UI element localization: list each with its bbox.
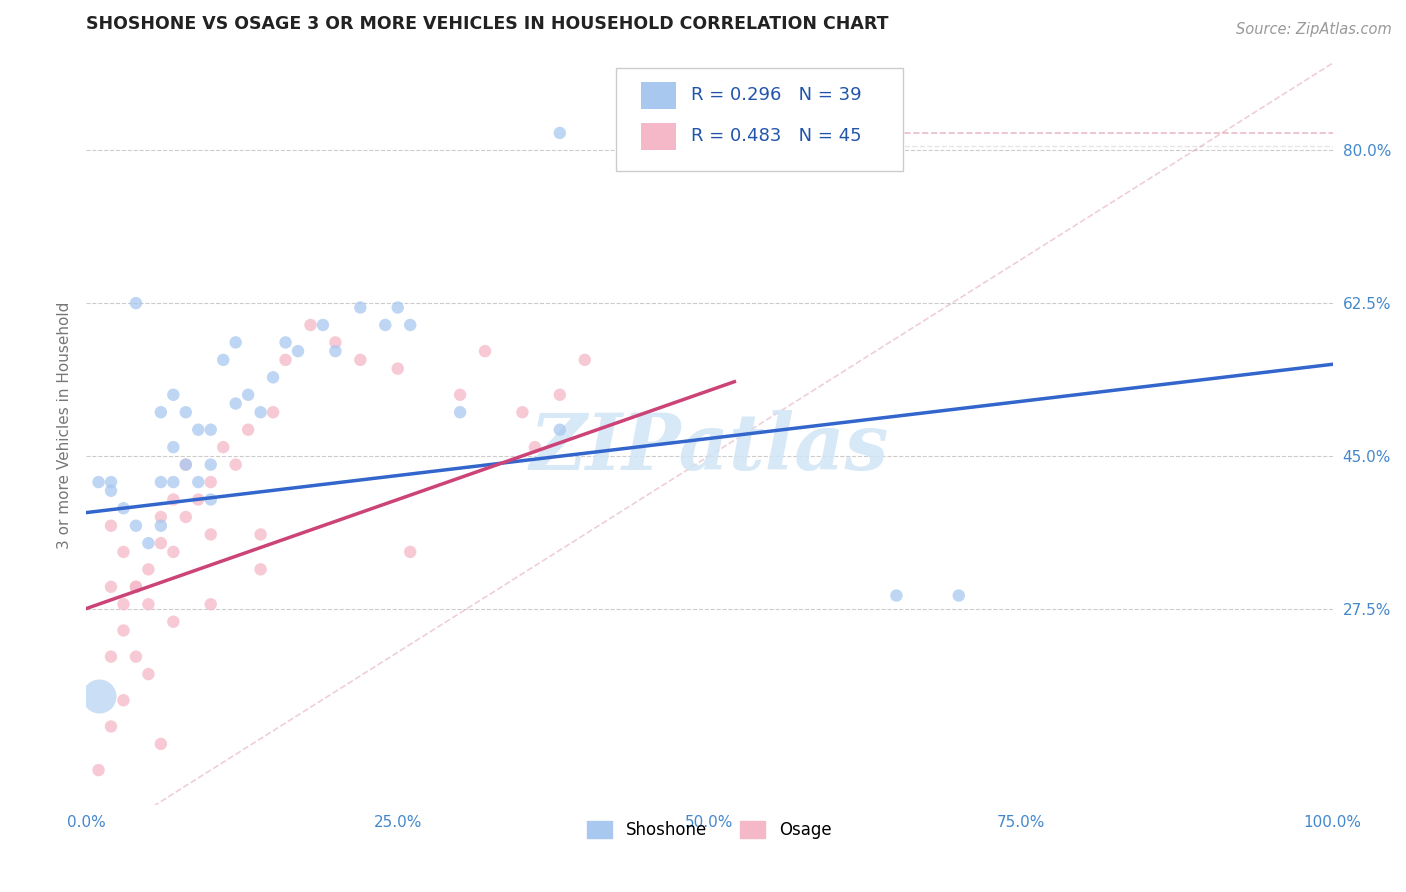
Point: [162, 492, 184, 507]
Point: [112, 693, 135, 707]
Point: [149, 405, 172, 419]
Point: [249, 527, 271, 541]
Text: R = 0.296   N = 39: R = 0.296 N = 39: [690, 87, 862, 104]
Point: [449, 405, 471, 419]
Point: [548, 388, 571, 402]
Point: [112, 545, 135, 559]
Point: [236, 423, 259, 437]
Point: [174, 405, 197, 419]
Point: [325, 335, 347, 350]
Point: [474, 344, 496, 359]
Point: [138, 597, 160, 611]
Point: [100, 719, 122, 733]
Text: R = 0.483   N = 45: R = 0.483 N = 45: [690, 128, 862, 145]
Point: [125, 580, 148, 594]
Point: [87, 689, 110, 703]
Point: [349, 352, 371, 367]
Point: [112, 624, 135, 638]
Point: [162, 388, 184, 402]
Point: [399, 318, 422, 332]
Point: [100, 483, 122, 498]
Point: [162, 615, 184, 629]
Point: [162, 475, 184, 489]
Point: [387, 361, 409, 376]
Point: [274, 352, 297, 367]
Point: [149, 518, 172, 533]
Point: [125, 649, 148, 664]
Point: [548, 126, 571, 140]
Point: [249, 405, 271, 419]
Point: [236, 388, 259, 402]
Point: [187, 492, 209, 507]
FancyBboxPatch shape: [641, 122, 676, 150]
Point: [100, 518, 122, 533]
Point: [174, 458, 197, 472]
Point: [225, 335, 247, 350]
Point: [299, 318, 322, 332]
Point: [187, 423, 209, 437]
Text: ZIPatlas: ZIPatlas: [530, 409, 889, 486]
Text: SHOSHONE VS OSAGE 3 OR MORE VEHICLES IN HOUSEHOLD CORRELATION CHART: SHOSHONE VS OSAGE 3 OR MORE VEHICLES IN …: [86, 15, 889, 33]
Point: [125, 518, 148, 533]
Point: [449, 388, 471, 402]
Point: [325, 344, 347, 359]
Point: [87, 475, 110, 489]
Point: [149, 510, 172, 524]
Point: [138, 562, 160, 576]
FancyBboxPatch shape: [616, 69, 903, 171]
Point: [125, 580, 148, 594]
Point: [200, 423, 222, 437]
Point: [112, 501, 135, 516]
Point: [225, 396, 247, 410]
Point: [312, 318, 335, 332]
Y-axis label: 3 or more Vehicles in Household: 3 or more Vehicles in Household: [58, 301, 72, 549]
Point: [100, 649, 122, 664]
Point: [125, 296, 148, 310]
Point: [274, 335, 297, 350]
Point: [399, 545, 422, 559]
Point: [287, 344, 309, 359]
Point: [262, 370, 284, 384]
Point: [886, 589, 908, 603]
Point: [574, 352, 596, 367]
Point: [387, 301, 409, 315]
Point: [249, 562, 271, 576]
Point: [948, 589, 970, 603]
Point: [200, 492, 222, 507]
Point: [138, 667, 160, 681]
Point: [200, 475, 222, 489]
Point: [212, 440, 235, 454]
Legend: Shoshone, Osage: Shoshone, Osage: [581, 814, 838, 846]
Point: [262, 405, 284, 419]
Point: [374, 318, 396, 332]
Point: [523, 440, 546, 454]
Point: [225, 458, 247, 472]
Point: [200, 597, 222, 611]
Point: [162, 440, 184, 454]
Point: [100, 580, 122, 594]
Point: [349, 301, 371, 315]
Point: [149, 536, 172, 550]
Point: [512, 405, 534, 419]
Point: [149, 737, 172, 751]
Point: [100, 475, 122, 489]
Point: [138, 536, 160, 550]
Text: Source: ZipAtlas.com: Source: ZipAtlas.com: [1236, 22, 1392, 37]
Point: [200, 458, 222, 472]
Point: [162, 545, 184, 559]
Point: [174, 510, 197, 524]
Point: [187, 475, 209, 489]
Point: [112, 597, 135, 611]
FancyBboxPatch shape: [641, 81, 676, 109]
Point: [212, 352, 235, 367]
Point: [200, 527, 222, 541]
Point: [174, 458, 197, 472]
Point: [149, 475, 172, 489]
Point: [548, 423, 571, 437]
Point: [87, 763, 110, 777]
